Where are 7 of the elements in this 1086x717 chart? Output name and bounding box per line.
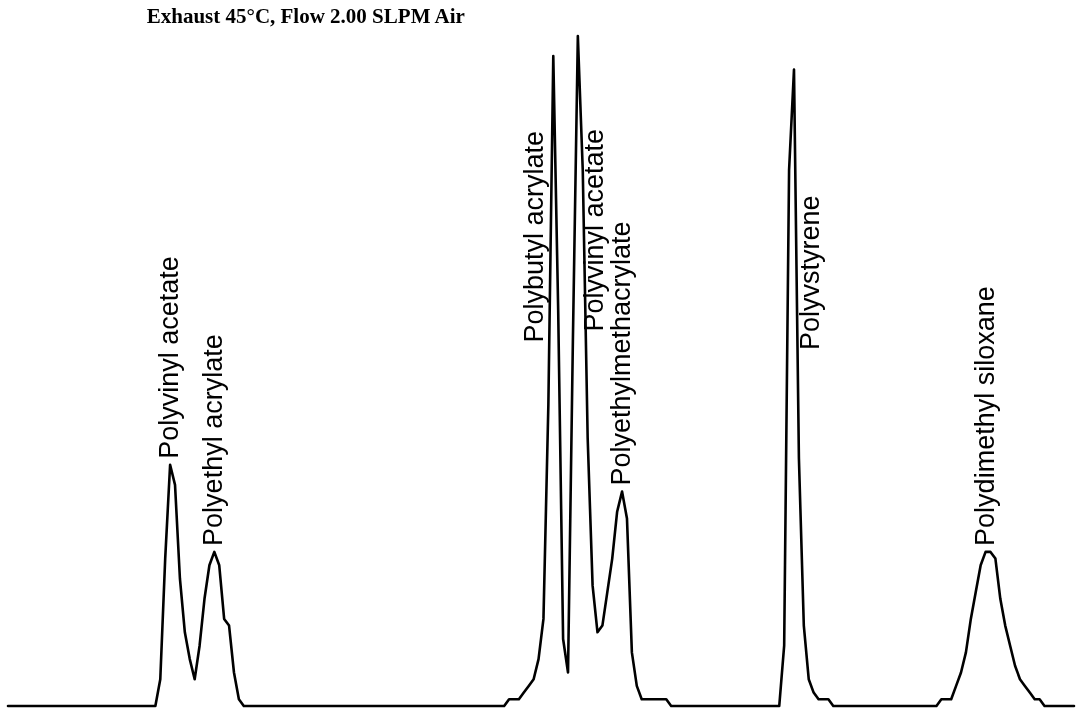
annotation: Polybutyl acrylate <box>519 130 550 343</box>
annotation: Polyvinyl acetate <box>154 256 185 459</box>
chart-title: Exhaust 45°C, Flow 2.00 SLPM Air <box>146 3 465 28</box>
annotation: Polydimethyl siloxane <box>969 286 1000 546</box>
annotation: Polyethyl acrylate <box>198 334 229 546</box>
annotation: Polyvstyrene <box>794 195 825 350</box>
annotation: Polyvinyl acetate <box>578 128 609 332</box>
